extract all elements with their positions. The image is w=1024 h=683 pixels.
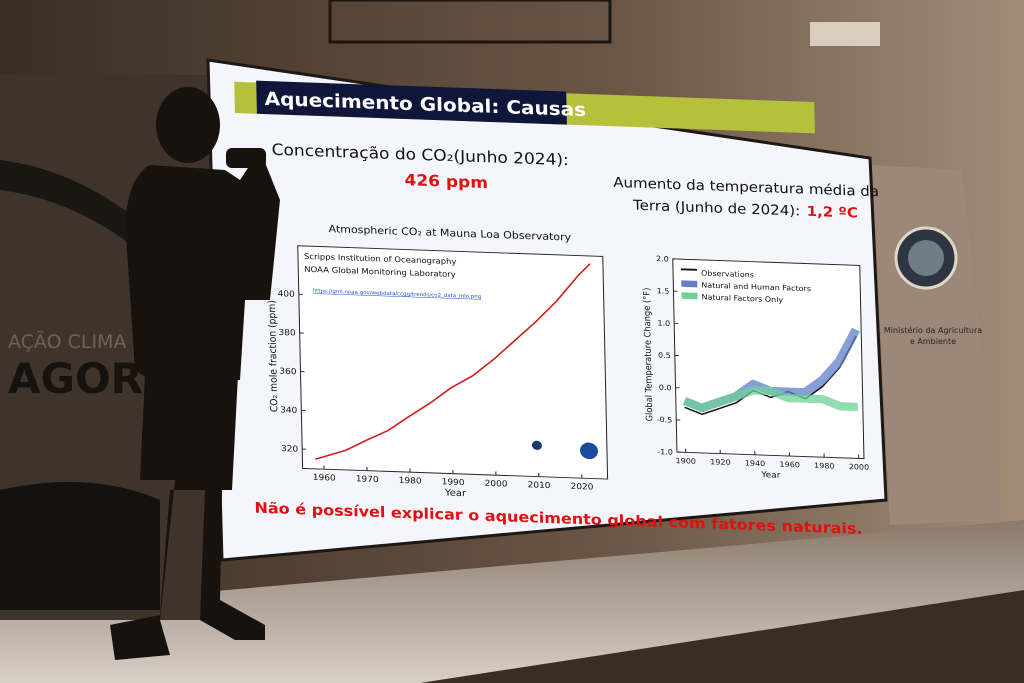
y-tick-label: 0.0 xyxy=(659,383,672,392)
x-tick-label: 1980 xyxy=(814,461,835,470)
speaker xyxy=(110,87,280,660)
x-tick-label: 2020 xyxy=(570,482,593,492)
chart: Atmospheric CO₂ at Mauna Loa Observatory… xyxy=(267,224,609,499)
x-tick-label: 1920 xyxy=(710,458,731,467)
x-tick-label: 2000 xyxy=(485,479,508,489)
x-tick-label: 1960 xyxy=(313,473,336,483)
x-tick-label: 2010 xyxy=(528,481,551,491)
y-tick-label: 400 xyxy=(278,289,295,299)
right-banner: Ministério da Agricultura e Ambiente xyxy=(872,165,1000,525)
legend-swatch xyxy=(681,280,698,288)
light xyxy=(810,22,880,46)
x-axis-label: Year xyxy=(760,470,781,480)
legend-swatch xyxy=(680,268,698,271)
y-tick-label: 340 xyxy=(280,406,297,416)
legend-swatch xyxy=(681,292,698,300)
data-line xyxy=(315,263,591,460)
y-tick-label: -0.5 xyxy=(657,415,673,424)
banner-text: AGOR xyxy=(8,354,143,403)
legend: Observations Natural and Human FactorsNat… xyxy=(680,268,811,304)
x-tick-label: 1960 xyxy=(779,460,800,469)
y-tick-label: 320 xyxy=(281,444,298,454)
source-link: https://gml.noaa.gov/webdata/ccgg/trends… xyxy=(313,288,482,300)
x-tick-label: 2000 xyxy=(849,462,870,471)
x-tick-label: 1970 xyxy=(356,475,379,485)
chart: -1.0 -0.5 0.0 0.5 1.0 1.5 2.0 1900 1920 1940 1960 1… xyxy=(642,254,870,480)
y-tick-label: 2.0 xyxy=(656,254,669,263)
plot-area xyxy=(297,245,609,480)
title-box xyxy=(256,80,567,125)
logo xyxy=(531,440,542,450)
stage-edge xyxy=(420,590,1024,683)
ceiling-fixture xyxy=(328,0,612,44)
value-text: 426 ppm xyxy=(404,171,488,192)
band-line xyxy=(682,386,858,413)
y-axis-label: Global Temperature Change (°F) xyxy=(642,288,655,422)
legend-label: Natural and Human Factors xyxy=(701,281,811,293)
legend-label: Natural Factors Only xyxy=(701,293,783,304)
y-tick-label: 360 xyxy=(279,367,296,377)
x-tick-label: 1900 xyxy=(676,456,697,465)
logo xyxy=(579,442,599,460)
x-tick-label: 1940 xyxy=(745,459,766,468)
heading: Terra (Junho de 2024): xyxy=(632,198,800,219)
banner-text: Ministério da Agricultura xyxy=(884,325,982,335)
banner-text: e Ambiente xyxy=(910,337,956,346)
y-tick-label: 1.0 xyxy=(657,319,670,328)
y-axis-label: CO₂ mole fraction (ppm) xyxy=(267,300,281,412)
y-tick-label: -1.0 xyxy=(657,447,673,456)
x-tick-label: 1990 xyxy=(442,478,465,488)
banner-text: AÇÃO CLIMA xyxy=(8,330,126,353)
x-tick-label: 1980 xyxy=(399,476,422,486)
value-text: 1,2 ºC xyxy=(806,204,858,221)
y-tick-label: 380 xyxy=(278,328,295,338)
x-axis-label: Year xyxy=(444,488,466,499)
y-tick-label: 0.5 xyxy=(658,351,671,360)
y-tick-label: 1.5 xyxy=(657,287,670,296)
legend-label: Observations xyxy=(701,269,754,279)
